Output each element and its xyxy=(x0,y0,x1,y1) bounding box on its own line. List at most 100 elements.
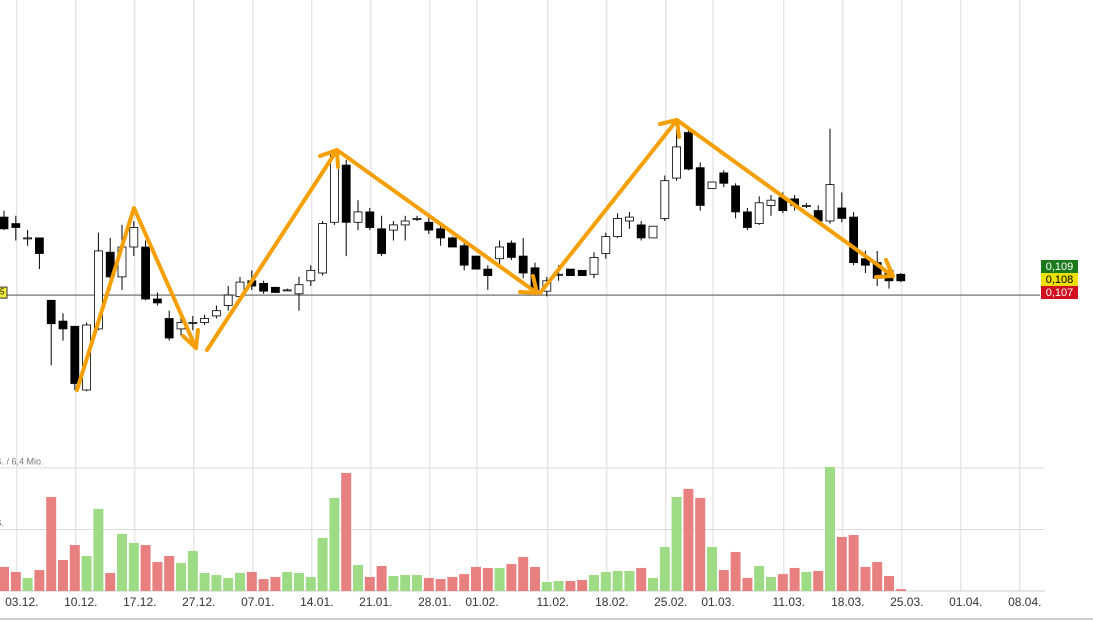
volume-bar xyxy=(730,551,741,591)
volume-bar xyxy=(199,572,210,591)
volume-bar xyxy=(884,576,894,591)
x-tick-label: 14.01. xyxy=(300,595,333,609)
volume-bar xyxy=(766,576,776,591)
price-tag: 0,107 xyxy=(1046,287,1074,299)
candle-body xyxy=(35,237,44,254)
volume-bar xyxy=(223,577,234,591)
volume-bar xyxy=(258,579,269,591)
volume-bar xyxy=(789,567,800,591)
volume-bar xyxy=(494,567,505,591)
x-tick-label: 18.03. xyxy=(831,595,864,609)
x-tick-label: 10.12. xyxy=(64,595,97,609)
volume-tick-label: 3 S. / 6,4 Mio. xyxy=(0,456,44,466)
volume-bar xyxy=(400,575,411,591)
price-tag-box xyxy=(1041,273,1078,286)
candle-body xyxy=(94,250,103,330)
candle-body xyxy=(164,318,174,339)
volume-bar xyxy=(872,561,883,591)
volume-bar xyxy=(176,562,186,591)
trend-arrow xyxy=(205,148,539,352)
volume-bar xyxy=(0,566,9,591)
volume-bar xyxy=(46,496,57,591)
volume-bar xyxy=(69,545,80,591)
volume-bar xyxy=(152,561,163,591)
candle-body xyxy=(471,255,481,270)
candle-body xyxy=(223,294,233,306)
volume-bar xyxy=(813,571,824,591)
price-tag-box xyxy=(1041,260,1078,273)
volume-bar xyxy=(565,581,576,591)
candle-body xyxy=(152,298,162,304)
candle-body xyxy=(211,310,221,317)
trend-arrows xyxy=(75,118,895,392)
x-tick-label: 03.12. xyxy=(5,595,38,609)
volume-bar xyxy=(718,570,729,591)
volume-bar xyxy=(742,577,753,591)
candle-body xyxy=(23,237,33,240)
volume-pane xyxy=(0,466,906,591)
candle-body xyxy=(719,172,729,184)
volume-bar xyxy=(305,576,316,591)
candle-body xyxy=(589,256,599,275)
candle-body xyxy=(731,185,740,213)
volume-bar xyxy=(270,576,281,591)
candle-body xyxy=(377,228,387,254)
candle-body xyxy=(46,299,56,325)
volume-bar xyxy=(376,566,387,591)
candle-body xyxy=(58,320,68,330)
volume-bar xyxy=(836,536,847,591)
candle-body xyxy=(754,202,764,225)
volume-bar xyxy=(211,575,222,591)
x-tick-label: 17.12. xyxy=(123,595,156,609)
volume-bar xyxy=(860,566,871,591)
candle-body xyxy=(412,217,422,220)
candle-body xyxy=(566,268,575,277)
candle-body xyxy=(601,236,611,254)
candle-body xyxy=(341,164,351,223)
candle-body xyxy=(707,181,717,189)
x-tick-label: 25.03. xyxy=(890,595,923,609)
volume-bar xyxy=(695,497,706,591)
candle-body xyxy=(424,221,434,231)
candle-body xyxy=(672,146,681,179)
x-tick-label: 11.02. xyxy=(537,595,569,609)
volume-bar xyxy=(235,572,245,591)
volume-bar xyxy=(317,537,328,591)
candle-body xyxy=(259,282,269,292)
volume-bar xyxy=(636,567,647,591)
candle-body xyxy=(766,199,776,206)
volume-bar xyxy=(577,580,588,591)
volume-bar xyxy=(294,572,304,591)
candle-body xyxy=(695,167,705,206)
candle-body xyxy=(11,223,21,228)
volume-bar xyxy=(801,571,812,591)
price-tag-box xyxy=(1041,286,1078,299)
candle-body xyxy=(200,318,210,323)
volume-bar xyxy=(518,556,529,591)
volume-bar xyxy=(388,576,399,591)
candle-body xyxy=(459,245,469,266)
candle-body xyxy=(896,273,906,282)
candles xyxy=(0,126,906,392)
candle-body xyxy=(294,284,304,295)
volume-bar xyxy=(482,567,493,591)
x-tick-label: 18.02. xyxy=(595,595,628,609)
volume-bar xyxy=(553,581,564,591)
x-tick-label: 11.03. xyxy=(773,595,805,609)
candle-body xyxy=(388,224,398,231)
candle-body xyxy=(447,237,457,248)
volume-bar xyxy=(683,488,694,591)
x-tick-label: 28.01. xyxy=(418,595,451,609)
candle-body xyxy=(861,258,870,266)
volume-bar xyxy=(34,570,45,591)
grid xyxy=(0,0,1045,592)
candle-body xyxy=(506,242,516,258)
x-tick-label: 08.04. xyxy=(1008,595,1041,609)
x-tick-label: 21.01. xyxy=(359,595,392,609)
trend-arrow xyxy=(75,206,198,392)
left-tag: 5 xyxy=(0,288,5,297)
candle-body xyxy=(483,268,493,277)
volume-bar xyxy=(447,576,458,591)
candle-body xyxy=(684,132,693,170)
candle-body xyxy=(365,211,375,228)
